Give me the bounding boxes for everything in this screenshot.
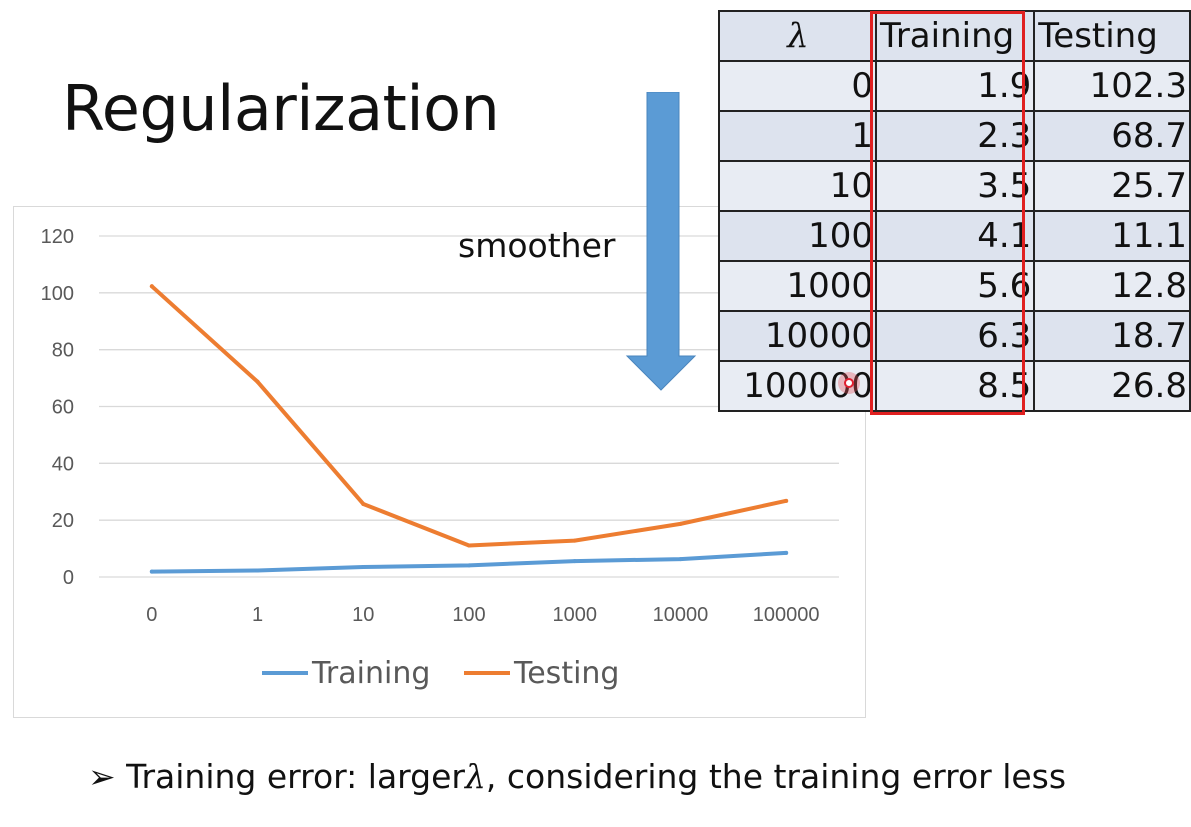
- table-row: 100 4.1 11.1: [717, 210, 1191, 262]
- x-tick-label: 100: [452, 604, 485, 626]
- y-tick-label: 60: [52, 397, 74, 419]
- table-header-row: λ Training Testing: [717, 10, 1191, 62]
- table-row: 10000 6.3 18.7: [717, 310, 1191, 362]
- y-tick-label: 40: [52, 453, 74, 475]
- data-point-training: [149, 569, 154, 574]
- bullet-marker-icon: ➢: [88, 757, 116, 796]
- table-header-cell: λ: [717, 10, 878, 62]
- table-cell: 8.5: [875, 360, 1036, 412]
- table-row: 10 3.5 25.7: [717, 160, 1191, 212]
- x-tick-label: 0: [146, 604, 157, 626]
- y-tick-label: 20: [52, 510, 74, 532]
- legend-label: Training: [311, 656, 430, 691]
- results-table: λ Training Testing 0 1.9 102.3 1 2.3 68.7 10 3.5 25…: [717, 10, 1191, 412]
- table-cell: 100: [717, 210, 878, 262]
- x-tick-label: 1000: [552, 604, 597, 626]
- data-point-testing: [784, 498, 789, 503]
- x-tick-label: 1: [252, 604, 263, 626]
- data-point-training: [361, 565, 366, 570]
- down-arrow-icon: [625, 92, 697, 391]
- table-row: 1000 5.6 12.8: [717, 260, 1191, 312]
- table-cell: 11.1: [1033, 210, 1191, 262]
- data-point-testing: [149, 284, 154, 289]
- table-cell: 26.8: [1033, 360, 1191, 412]
- table-cell: 0: [717, 60, 878, 112]
- table-cell: 1: [717, 110, 878, 162]
- table-cell: 12.8: [1033, 260, 1191, 312]
- data-point-testing: [361, 501, 366, 506]
- bullet-text-rest: , considering the training error less: [485, 757, 1067, 796]
- table-cell: 2.3: [875, 110, 1036, 162]
- table-cell: 18.7: [1033, 310, 1191, 362]
- bullet-point: ➢ Training error: largerλ, considering t…: [88, 757, 1066, 796]
- slide-title: Regularization: [62, 72, 500, 145]
- data-point-testing: [467, 543, 471, 548]
- x-tick-label: 10000: [653, 604, 709, 626]
- table-cell: 25.7: [1033, 160, 1191, 212]
- chart-svg: 0 20 40 60 80 100 120 0 1 10 100 1000 10000 100000 Tra…: [41, 226, 839, 691]
- y-tick-label: 80: [52, 340, 74, 362]
- table-cell: 6.3: [875, 310, 1036, 362]
- table-row: 1 2.3 68.7: [717, 110, 1191, 162]
- data-point-training: [572, 559, 577, 564]
- table-cell: 3.5: [875, 160, 1036, 212]
- table-cell: 102.3: [1033, 60, 1191, 112]
- table-cell: 68.7: [1033, 110, 1191, 162]
- table-cell: 1.9: [875, 60, 1036, 112]
- table-cell: 5.6: [875, 260, 1036, 312]
- series-line-training: [149, 550, 789, 574]
- y-tick-label: 120: [41, 226, 74, 248]
- data-point-testing: [255, 379, 260, 384]
- data-point-training: [467, 563, 471, 568]
- x-tick-label: 100000: [753, 604, 820, 626]
- table-row: 100000 8.5 26.8: [717, 360, 1191, 412]
- data-point-training: [678, 557, 683, 562]
- table-cell: 10: [717, 160, 878, 212]
- table-header-cell: Testing: [1033, 10, 1191, 62]
- data-point-training: [255, 568, 260, 573]
- data-point-testing: [572, 538, 577, 543]
- bullet-text: Training error: larger: [126, 757, 465, 796]
- legend-label: Testing: [513, 656, 619, 691]
- cursor-pointer: [838, 372, 860, 394]
- table-cell: 100000: [717, 360, 878, 412]
- data-point-training: [784, 550, 789, 555]
- bullet-lambda: λ: [464, 757, 486, 796]
- table-cell: 10000: [717, 310, 878, 362]
- smoother-label: smoother: [458, 226, 616, 265]
- x-tick-label: 10: [352, 604, 374, 626]
- table-cell: 1000: [717, 260, 878, 312]
- y-tick-label: 100: [41, 283, 74, 305]
- y-tick-label: 0: [63, 567, 74, 589]
- table-cell: 4.1: [875, 210, 1036, 262]
- data-point-testing: [678, 521, 683, 526]
- table-header-cell: Training: [875, 10, 1036, 62]
- table-row: 0 1.9 102.3: [717, 60, 1191, 112]
